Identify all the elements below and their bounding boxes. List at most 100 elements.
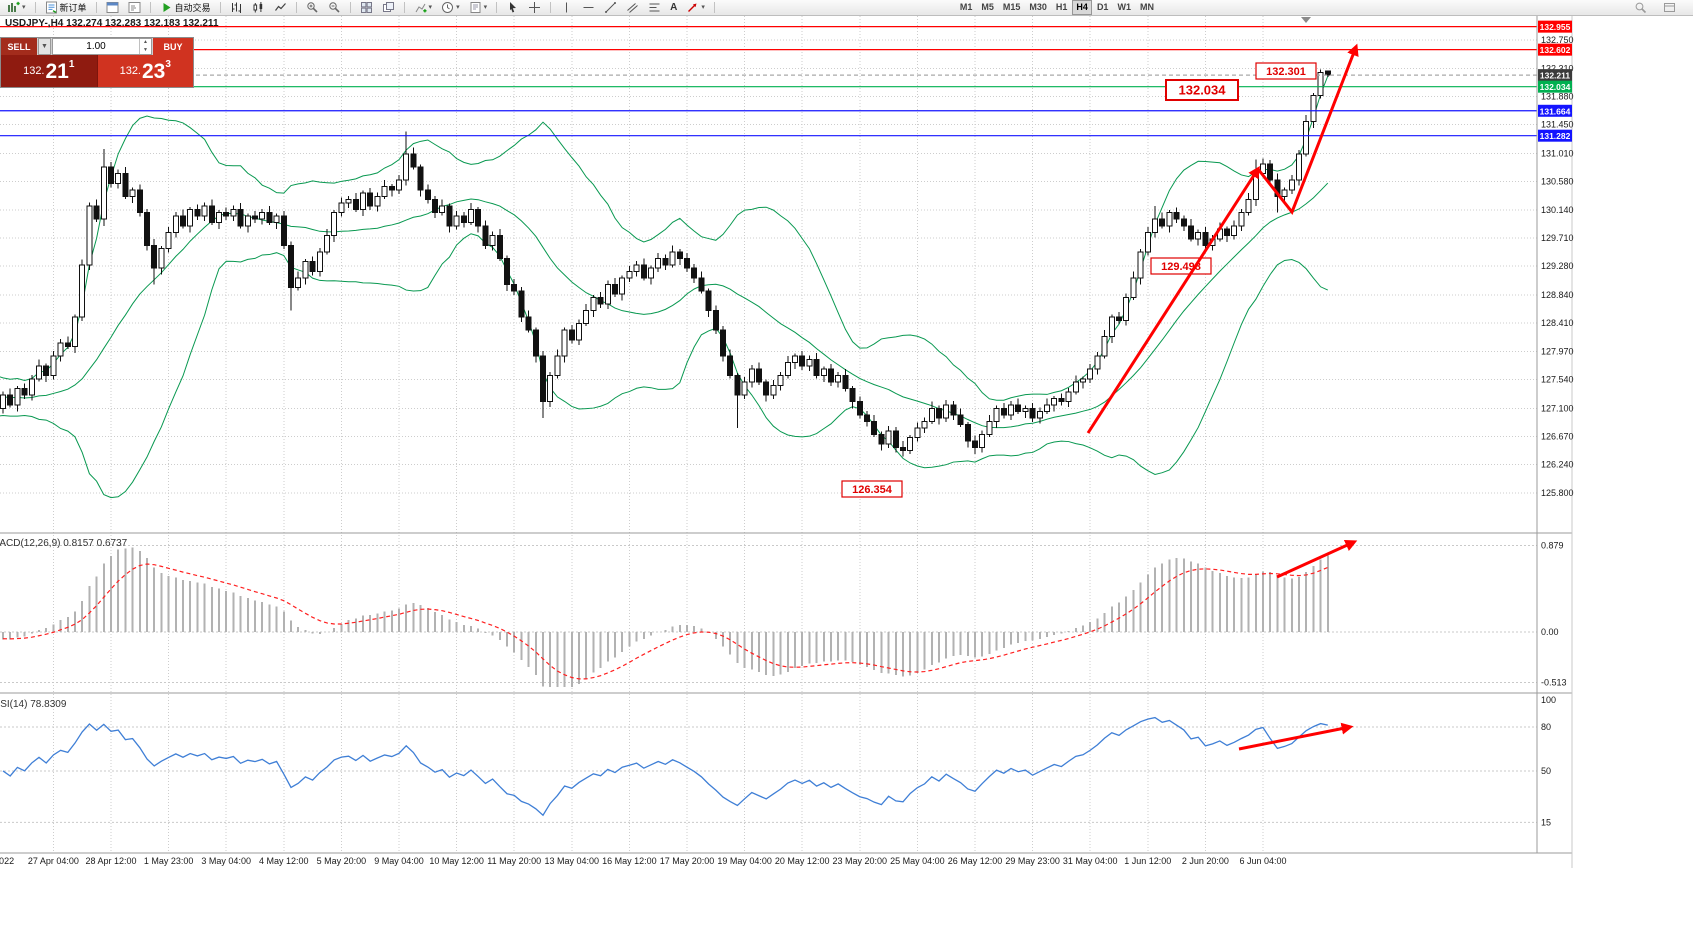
volume-down-button[interactable]: ▼ [143, 46, 148, 53]
ask-price-panel[interactable]: 132. 23 3 [97, 55, 193, 87]
axis-marker-132.602 [1538, 43, 1572, 56]
sell-button[interactable]: SELL [1, 38, 37, 55]
cursor-button[interactable] [503, 0, 522, 16]
auto-trading-button[interactable]: 自动交易 [157, 0, 214, 16]
svg-text:1 May 23:00: 1 May 23:00 [144, 856, 194, 866]
svg-text:6 Jun 04:00: 6 Jun 04:00 [1239, 856, 1286, 866]
svg-text:20 May 12:00: 20 May 12:00 [775, 856, 830, 866]
svg-text:127.540: 127.540 [1541, 375, 1574, 385]
timeframe-h4-button[interactable]: H4 [1072, 0, 1092, 15]
new-chart-icon [8, 1, 20, 12]
ask-price-small: 132. [119, 65, 141, 77]
volume-input[interactable] [53, 39, 139, 54]
horizontal-lines [0, 26, 1537, 137]
svg-text:23 May 20:00: 23 May 20:00 [833, 856, 888, 866]
trade-prices-row: 132. 21 1 132. 23 3 [1, 55, 193, 87]
annotation-129-498[interactable] [1150, 257, 1212, 275]
toolbar-options-button[interactable] [1660, 0, 1679, 16]
timeframe-m30-button[interactable]: M30 [1029, 2, 1047, 12]
indicators-button[interactable]: ▾ [411, 0, 436, 16]
svg-text:132.211: 132.211 [1540, 71, 1571, 81]
trend-arrow-up-1[interactable] [1086, 165, 1260, 434]
crosshair-button[interactable] [525, 0, 544, 16]
navigator-button[interactable] [125, 0, 144, 16]
annotation-132-301[interactable] [1255, 62, 1317, 80]
search-button[interactable] [1631, 0, 1650, 16]
svg-text:1 Jun 12:00: 1 Jun 12:00 [1124, 856, 1171, 866]
trade-controls-row: SELL ▼ ▲ ▼ BUY [1, 38, 193, 55]
axis-marker-132.955 [1538, 20, 1572, 33]
vertical-line-icon [566, 2, 568, 13]
volume-dropdown-button[interactable]: ▼ [38, 38, 51, 55]
svg-text:131.450: 131.450 [1541, 120, 1574, 130]
svg-text:0.00: 0.00 [1541, 627, 1559, 637]
candles [0, 69, 1331, 457]
macd-arrow[interactable] [1276, 540, 1358, 579]
price-axis[interactable]: 132.750 132.310 131.880 131.450 131.010 130.5… [1541, 35, 1574, 498]
rsi-arrow[interactable] [1238, 722, 1354, 751]
zoom-in-button[interactable] [303, 0, 322, 16]
svg-text:29 May 23:00: 29 May 23:00 [1005, 856, 1060, 866]
timeframe-mn-button[interactable]: MN [1139, 2, 1154, 12]
trend-arrow-zigzag[interactable] [1256, 43, 1359, 215]
bollinger-bands [0, 75, 1329, 499]
horizontal-line-button[interactable] [579, 0, 598, 16]
cascade-windows-button[interactable] [379, 0, 398, 16]
text-label-button[interactable]: A [667, 0, 680, 16]
bid-price-panel[interactable]: 132. 21 1 [1, 55, 97, 87]
bar-chart-mode-button[interactable] [227, 0, 246, 16]
periods-button[interactable]: ▾ [438, 0, 463, 16]
macd-label: MACD(12,26,9) 0.8157 0.6737 [0, 538, 128, 549]
svg-text:4 May 12:00: 4 May 12:00 [259, 856, 309, 866]
annotation-132-034[interactable] [1165, 79, 1239, 101]
svg-text:80: 80 [1541, 722, 1551, 732]
svg-text:5 May 20:00: 5 May 20:00 [317, 856, 367, 866]
svg-text:130.580: 130.580 [1541, 176, 1574, 186]
volume-up-button[interactable]: ▲ [143, 39, 148, 45]
arrow-objects-icon [688, 3, 697, 12]
axis-marker-131.664 [1538, 104, 1572, 117]
cursor-icon [510, 2, 517, 13]
templates-button[interactable]: ▾ [466, 0, 491, 16]
svg-text:129.710: 129.710 [1541, 233, 1574, 243]
trendline-button[interactable] [601, 0, 620, 16]
svg-text:13 May 04:00: 13 May 04:00 [545, 856, 600, 866]
timeframe-h1-button[interactable]: H1 [1055, 2, 1068, 12]
rsi-line [2, 716, 1328, 817]
timeframe-m15-button[interactable]: M15 [1002, 2, 1021, 12]
timeframe-m5-button[interactable]: M5 [981, 2, 994, 12]
line-chart-mode-button[interactable] [271, 0, 290, 16]
text-label-icon: A [670, 2, 678, 13]
annotation-126-354[interactable] [841, 480, 903, 498]
svg-text:128.410: 128.410 [1541, 318, 1574, 328]
timeframe-d1-button[interactable]: D1 [1096, 2, 1109, 12]
tile-windows-button[interactable] [357, 0, 376, 16]
buy-button[interactable]: BUY [153, 38, 193, 55]
toolbar-options-icon [1664, 3, 1675, 12]
svg-text:11 May 20:00: 11 May 20:00 [487, 856, 541, 866]
vertical-line-button[interactable] [557, 0, 576, 16]
fibonacci-icon [649, 3, 660, 12]
new-order-button[interactable]: 新订单 [42, 0, 90, 16]
trendline-icon [605, 2, 617, 13]
bar-chart-mode-icon [231, 2, 241, 13]
toolbar-separator [295, 2, 297, 13]
channel-button[interactable] [623, 0, 642, 16]
chevron-down-icon: ▾ [428, 4, 433, 11]
zoom-out-button[interactable] [325, 0, 344, 16]
fibonacci-button[interactable] [645, 0, 664, 16]
timeframe-m1-button[interactable]: M1 [959, 2, 973, 12]
market-watch-button[interactable] [103, 0, 122, 16]
new-chart-button[interactable]: ▾ [4, 0, 29, 16]
svg-text:132.602: 132.602 [1540, 45, 1571, 55]
volume-field-wrap: ▲ ▼ [52, 38, 152, 55]
svg-text:130.140: 130.140 [1541, 205, 1574, 215]
timeframe-w1-button[interactable]: W1 [1117, 2, 1131, 12]
candlestick-mode-button[interactable] [249, 0, 268, 16]
chart-shift-marker[interactable] [1301, 17, 1311, 23]
arrow-objects-button[interactable]: ▾ [683, 0, 708, 16]
svg-text:19 May 04:00: 19 May 04:00 [717, 856, 772, 866]
svg-text:129.498: 129.498 [1161, 261, 1201, 273]
